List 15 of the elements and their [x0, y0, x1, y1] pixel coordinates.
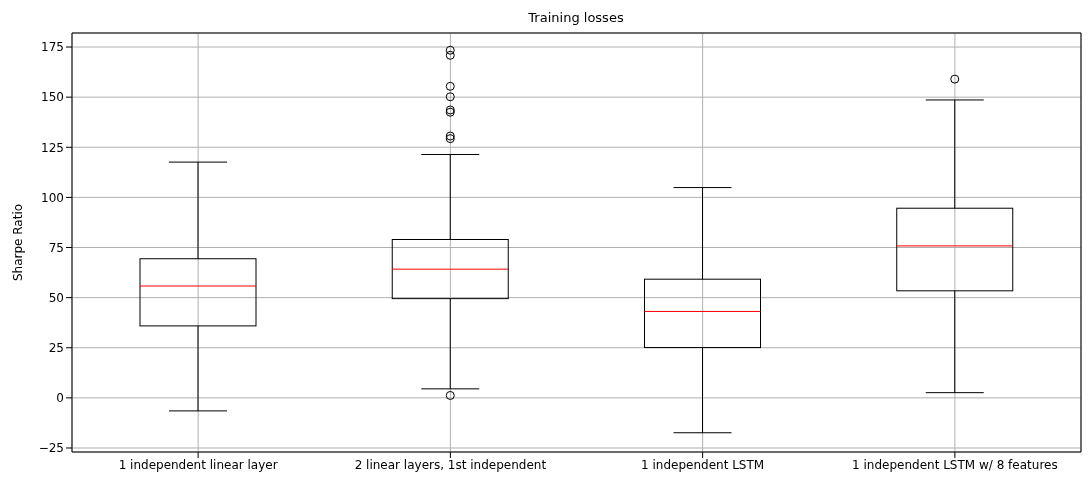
y-tick-label: 100: [41, 190, 64, 205]
y-tick-label: −25: [38, 441, 64, 456]
y-tick-label: 50: [48, 290, 64, 305]
x-tick-label: 1 independent LSTM w/ 8 features: [852, 457, 1058, 472]
y-tick-label: 25: [48, 341, 64, 356]
chart-title: Training losses: [527, 9, 625, 27]
y-tick-label: 175: [41, 40, 64, 55]
x-tick-label: 2 linear layers, 1st independent: [354, 457, 547, 472]
y-axis-title: Sharpe Ratio: [11, 203, 26, 282]
y-tick-label: 125: [41, 140, 64, 155]
x-tick-label: 1 independent LSTM: [641, 457, 765, 472]
y-tick-label: 150: [41, 90, 64, 105]
y-tick-label: 75: [48, 240, 64, 255]
y-tick-label: 0: [56, 391, 64, 406]
x-tick-label: 1 independent linear layer: [118, 457, 278, 472]
